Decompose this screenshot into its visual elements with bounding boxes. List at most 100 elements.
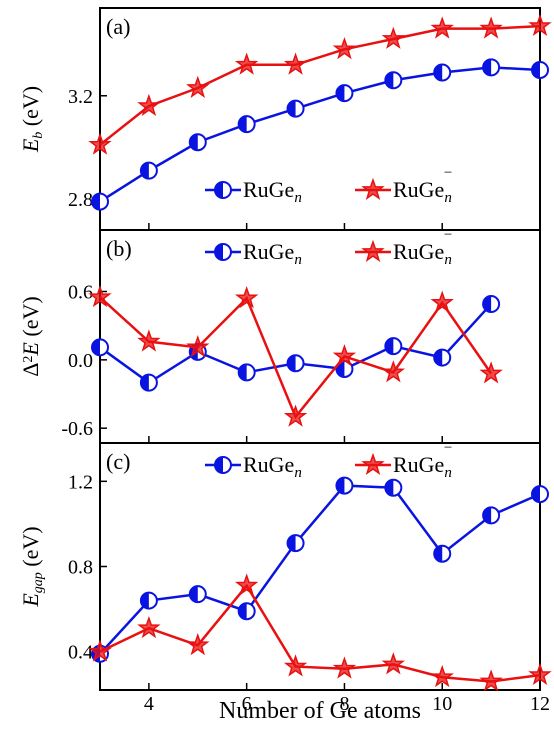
y-tick-label: 3.2 [68,86,93,108]
star-marker [430,664,454,688]
star-marker [430,16,454,39]
marker-half [238,116,247,133]
legend-sub: n [294,465,302,481]
half-circle-marker [91,338,109,357]
half-circle-marker [384,478,403,497]
legend-name: RuGe [393,239,444,264]
star-marker [88,132,112,155]
marker-half [385,338,394,355]
x-tick-label: 6 [242,693,252,715]
half-circle-marker [286,354,305,373]
y-tick-label: 1.2 [68,471,93,493]
legend-marker [361,452,385,475]
legend-label: RuGen − [393,440,452,481]
marker-half [385,479,394,496]
plot-frame [99,229,541,444]
star-marker [381,26,406,49]
star-marker [234,573,259,596]
star-marker [234,52,259,75]
x-tick-label: 10 [432,693,452,715]
half-circle-marker [237,115,256,134]
star-marker [88,639,112,662]
star-marker [332,344,357,367]
marker-half [336,477,345,494]
star-marker [88,284,112,308]
legend-name: RuGe [243,177,294,202]
marker-half [385,72,394,89]
y-axis-label: Egap (eV) [18,526,46,607]
star-marker [186,632,210,656]
panel-label: (b) [106,236,132,261]
star-marker [137,329,161,352]
star-marker [332,656,357,679]
legend-marker [214,456,232,474]
label-part: Δ [18,363,43,377]
marker-half [532,61,540,78]
legend-marker [214,243,232,261]
star-marker [283,52,308,75]
half-circle-marker [139,373,158,392]
half-circle-marker [237,602,256,621]
marker-half [238,364,247,381]
series-line [99,484,541,655]
plot-frame [99,7,541,231]
star-marker [137,93,161,117]
legend-sub: n [444,465,452,481]
label-part: gap [31,572,46,593]
star-marker [381,652,406,675]
legend-label: RuGen − [393,227,452,268]
marker-half [483,296,492,313]
legend-name: RuGe [243,239,294,264]
marker-half [287,355,296,372]
y-tick-label: 0.0 [68,350,93,372]
legend-sup: − [444,440,452,456]
marker-half [215,244,223,260]
star-marker [283,654,308,677]
marker-half [434,64,443,81]
marker-half [189,586,198,603]
star-marker [186,335,210,358]
legend-sub: n [294,252,302,268]
star-marker [430,290,454,313]
half-circle-marker [482,506,501,525]
series-line [99,24,541,146]
half-circle-marker [335,476,354,495]
half-circle-marker [188,585,207,604]
legend-sup: − [444,227,452,243]
label-part: (eV) [18,86,43,132]
marker-half [483,507,492,524]
star-marker [283,404,308,427]
half-circle-marker [384,337,403,356]
half-circle-marker [531,60,549,79]
star-marker [479,16,503,39]
x-tick-label: 8 [339,693,349,715]
half-circle-marker [188,133,207,152]
marker-half [140,374,149,391]
label-part: E [18,342,43,357]
legend-name: RuGe [393,177,444,202]
y-tick-label: -0.6 [61,418,93,440]
star-marker [479,669,503,692]
label-part: (eV) [18,526,43,572]
x-axis-label: Number of Ge atoms [219,698,421,724]
marker-half [140,162,149,179]
label-part: (eV) [18,296,43,342]
label-part: 2 [21,356,36,363]
y-axis-label: Δ2E (eV) [18,296,43,376]
marker-half [434,545,443,562]
half-circle-marker [335,84,354,103]
marker-half [189,134,198,151]
y-tick-label: 2.8 [68,189,93,211]
half-circle-marker [139,161,158,180]
legend-sup: − [444,165,452,181]
marker-half [215,457,223,473]
marker-half [92,339,100,356]
marker-half [215,182,223,198]
marker-half [336,85,345,102]
legend-marker [361,239,385,262]
legend-marker [214,181,232,199]
star-marker [332,37,357,60]
marker-half [287,535,296,552]
half-circle-marker [433,63,452,82]
